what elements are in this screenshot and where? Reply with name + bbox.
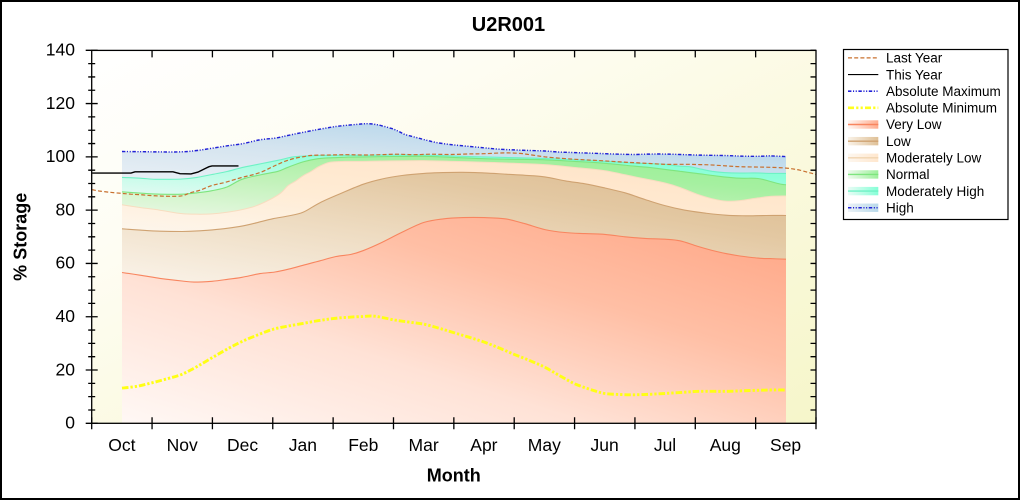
- svg-text:Jun: Jun: [590, 435, 618, 455]
- svg-text:Absolute Maximum: Absolute Maximum: [886, 84, 1001, 99]
- svg-text:100: 100: [46, 146, 75, 166]
- svg-text:Mar: Mar: [409, 435, 439, 455]
- svg-text:20: 20: [56, 359, 76, 379]
- svg-text:Apr: Apr: [470, 435, 497, 455]
- svg-text:Absolute Minimum: Absolute Minimum: [886, 101, 997, 116]
- svg-text:Sep: Sep: [770, 435, 801, 455]
- svg-text:40: 40: [56, 306, 76, 326]
- svg-text:Low: Low: [886, 134, 911, 149]
- svg-text:Very Low: Very Low: [886, 117, 942, 132]
- svg-text:Nov: Nov: [167, 435, 198, 455]
- svg-text:High: High: [886, 200, 914, 215]
- svg-text:% Storage: % Storage: [11, 193, 31, 281]
- svg-text:140: 140: [46, 40, 75, 60]
- svg-text:Feb: Feb: [348, 435, 378, 455]
- svg-text:120: 120: [46, 93, 75, 113]
- svg-text:Moderately High: Moderately High: [886, 184, 984, 199]
- svg-text:80: 80: [56, 200, 76, 220]
- svg-text:Jul: Jul: [654, 435, 676, 455]
- svg-text:Jan: Jan: [289, 435, 317, 455]
- svg-text:60: 60: [56, 253, 76, 273]
- svg-text:Dec: Dec: [227, 435, 258, 455]
- svg-text:Moderately Low: Moderately Low: [886, 151, 982, 166]
- svg-text:0: 0: [65, 413, 75, 433]
- svg-text:This Year: This Year: [886, 67, 943, 82]
- svg-text:U2R001: U2R001: [472, 14, 545, 36]
- svg-text:Month: Month: [427, 466, 481, 486]
- svg-text:Oct: Oct: [108, 435, 135, 455]
- svg-text:Last Year: Last Year: [886, 51, 943, 66]
- svg-text:Normal: Normal: [886, 167, 930, 182]
- svg-text:Aug: Aug: [710, 435, 741, 455]
- svg-text:May: May: [528, 435, 561, 455]
